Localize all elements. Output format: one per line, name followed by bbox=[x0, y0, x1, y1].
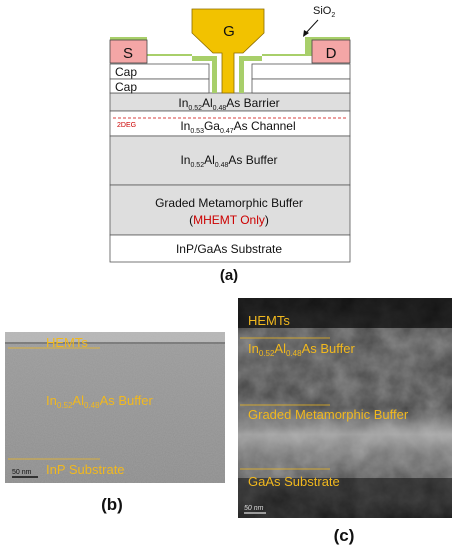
substrate-label: InP/GaAs Substrate bbox=[176, 242, 282, 256]
graded-buffer-layer bbox=[109, 184, 351, 236]
tem-c-substrate-label: GaAs Substrate bbox=[248, 474, 340, 489]
panel-b-tem: HEMTs In0.52Al0.48As Buffer InP Substrat… bbox=[5, 332, 225, 514]
tem-c-buffer-label: In0.52Al0.48As Buffer bbox=[248, 341, 355, 358]
tem-b-grain bbox=[5, 332, 225, 483]
caption-c: (c) bbox=[334, 526, 355, 545]
buffer-label: In0.52Al0.48As Buffer bbox=[180, 153, 277, 169]
buffer-layer bbox=[109, 135, 351, 186]
panel-c-tem: HEMTs In0.52Al0.48As Buffer Graded Metam… bbox=[238, 298, 452, 545]
tem-c-top-dark bbox=[238, 298, 452, 328]
tem-c-scale-label: 50 nm bbox=[244, 505, 264, 512]
graded-label: Graded Metamorphic Buffer bbox=[155, 196, 303, 210]
channel-layer bbox=[109, 110, 351, 137]
source-contact bbox=[109, 39, 148, 64]
tem-b-top-band bbox=[5, 332, 225, 342]
substrate-layer bbox=[109, 234, 351, 263]
barrier-label: In0.52Al0.48As Barrier bbox=[178, 96, 279, 112]
drain-label: D bbox=[326, 45, 337, 62]
oxide-arrow-head bbox=[303, 30, 309, 37]
oxide-arrow bbox=[304, 19, 319, 35]
mhemt-label: (MHEMT Only) bbox=[189, 213, 269, 227]
tem-c-hemts-label: HEMTs bbox=[248, 313, 290, 328]
source-label: S bbox=[123, 45, 133, 62]
tem-c-bottom-dark bbox=[238, 478, 452, 518]
cap-lower-right bbox=[251, 78, 351, 94]
caption-b: (b) bbox=[101, 495, 123, 514]
channel-label: In0.53Ga0.47As Channel bbox=[180, 119, 295, 135]
drain-contact bbox=[311, 39, 351, 64]
oxide-label: SiO2 bbox=[313, 5, 335, 19]
gate-label: G bbox=[223, 23, 235, 40]
tem-b-scale-label: 50 nm bbox=[12, 469, 32, 476]
cap-lower-label: Cap bbox=[115, 80, 137, 94]
cap-upper-label: Cap bbox=[115, 65, 137, 79]
panel-a-schematic: G S D SiO2 Cap Cap In0.52Al0.48As Barrie… bbox=[109, 5, 351, 284]
gate bbox=[191, 8, 265, 94]
twodeg-label: 2DEG bbox=[117, 122, 136, 129]
cap-lower-left bbox=[109, 78, 210, 94]
caption-a: (a) bbox=[220, 267, 238, 284]
cap-upper-right bbox=[251, 63, 351, 80]
tem-c-graded-label: Graded Metamorphic Buffer bbox=[248, 407, 409, 422]
tem-b-substrate-label: InP Substrate bbox=[46, 462, 125, 477]
tem-b-buffer-label: In0.52Al0.48As Buffer bbox=[46, 393, 153, 410]
tem-b-hemts-label: HEMTs bbox=[46, 335, 88, 350]
